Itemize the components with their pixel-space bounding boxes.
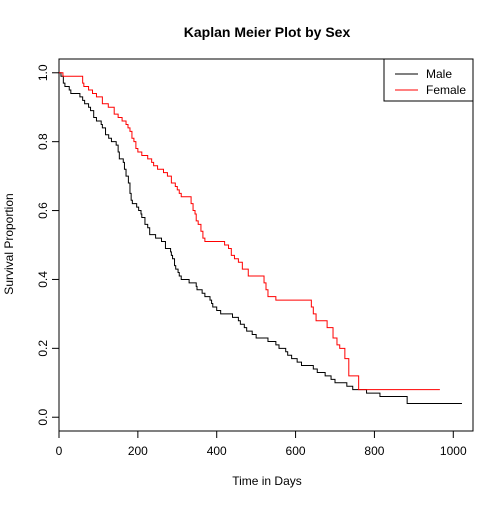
y-tick-label: 1.0 xyxy=(36,64,50,81)
legend-male-label: Male xyxy=(426,67,452,81)
x-tick-label: 800 xyxy=(364,444,384,458)
y-axis: 0.0 0.2 0.4 0.6 0.8 1.0 xyxy=(36,64,59,426)
x-tick-label: 600 xyxy=(286,444,306,458)
series-line-female xyxy=(59,72,440,391)
y-axis-label: Survival Proportion xyxy=(2,193,16,294)
y-tick-label: 0.2 xyxy=(36,340,50,357)
chart-title: Kaplan Meier Plot by Sex xyxy=(184,24,351,40)
legend-box xyxy=(383,58,474,102)
x-tick-label: 0 xyxy=(56,444,63,458)
x-tick-label: 1000 xyxy=(440,444,467,458)
x-axis: 0 200 400 600 800 1000 xyxy=(56,431,467,458)
x-axis-label: Time in Days xyxy=(232,474,302,488)
legend: Male Female xyxy=(383,58,474,102)
y-tick-label: 0.8 xyxy=(36,133,50,150)
x-tick-label: 200 xyxy=(128,444,148,458)
y-tick-label: 0.4 xyxy=(36,271,50,288)
x-tick-label: 400 xyxy=(207,444,227,458)
legend-female-label: Female xyxy=(426,83,466,97)
y-tick-label: 0.0 xyxy=(36,409,50,426)
plot-frame xyxy=(58,58,474,432)
plot-area xyxy=(59,72,462,404)
y-tick-label: 0.6 xyxy=(36,202,50,219)
series-line-male xyxy=(59,72,462,404)
